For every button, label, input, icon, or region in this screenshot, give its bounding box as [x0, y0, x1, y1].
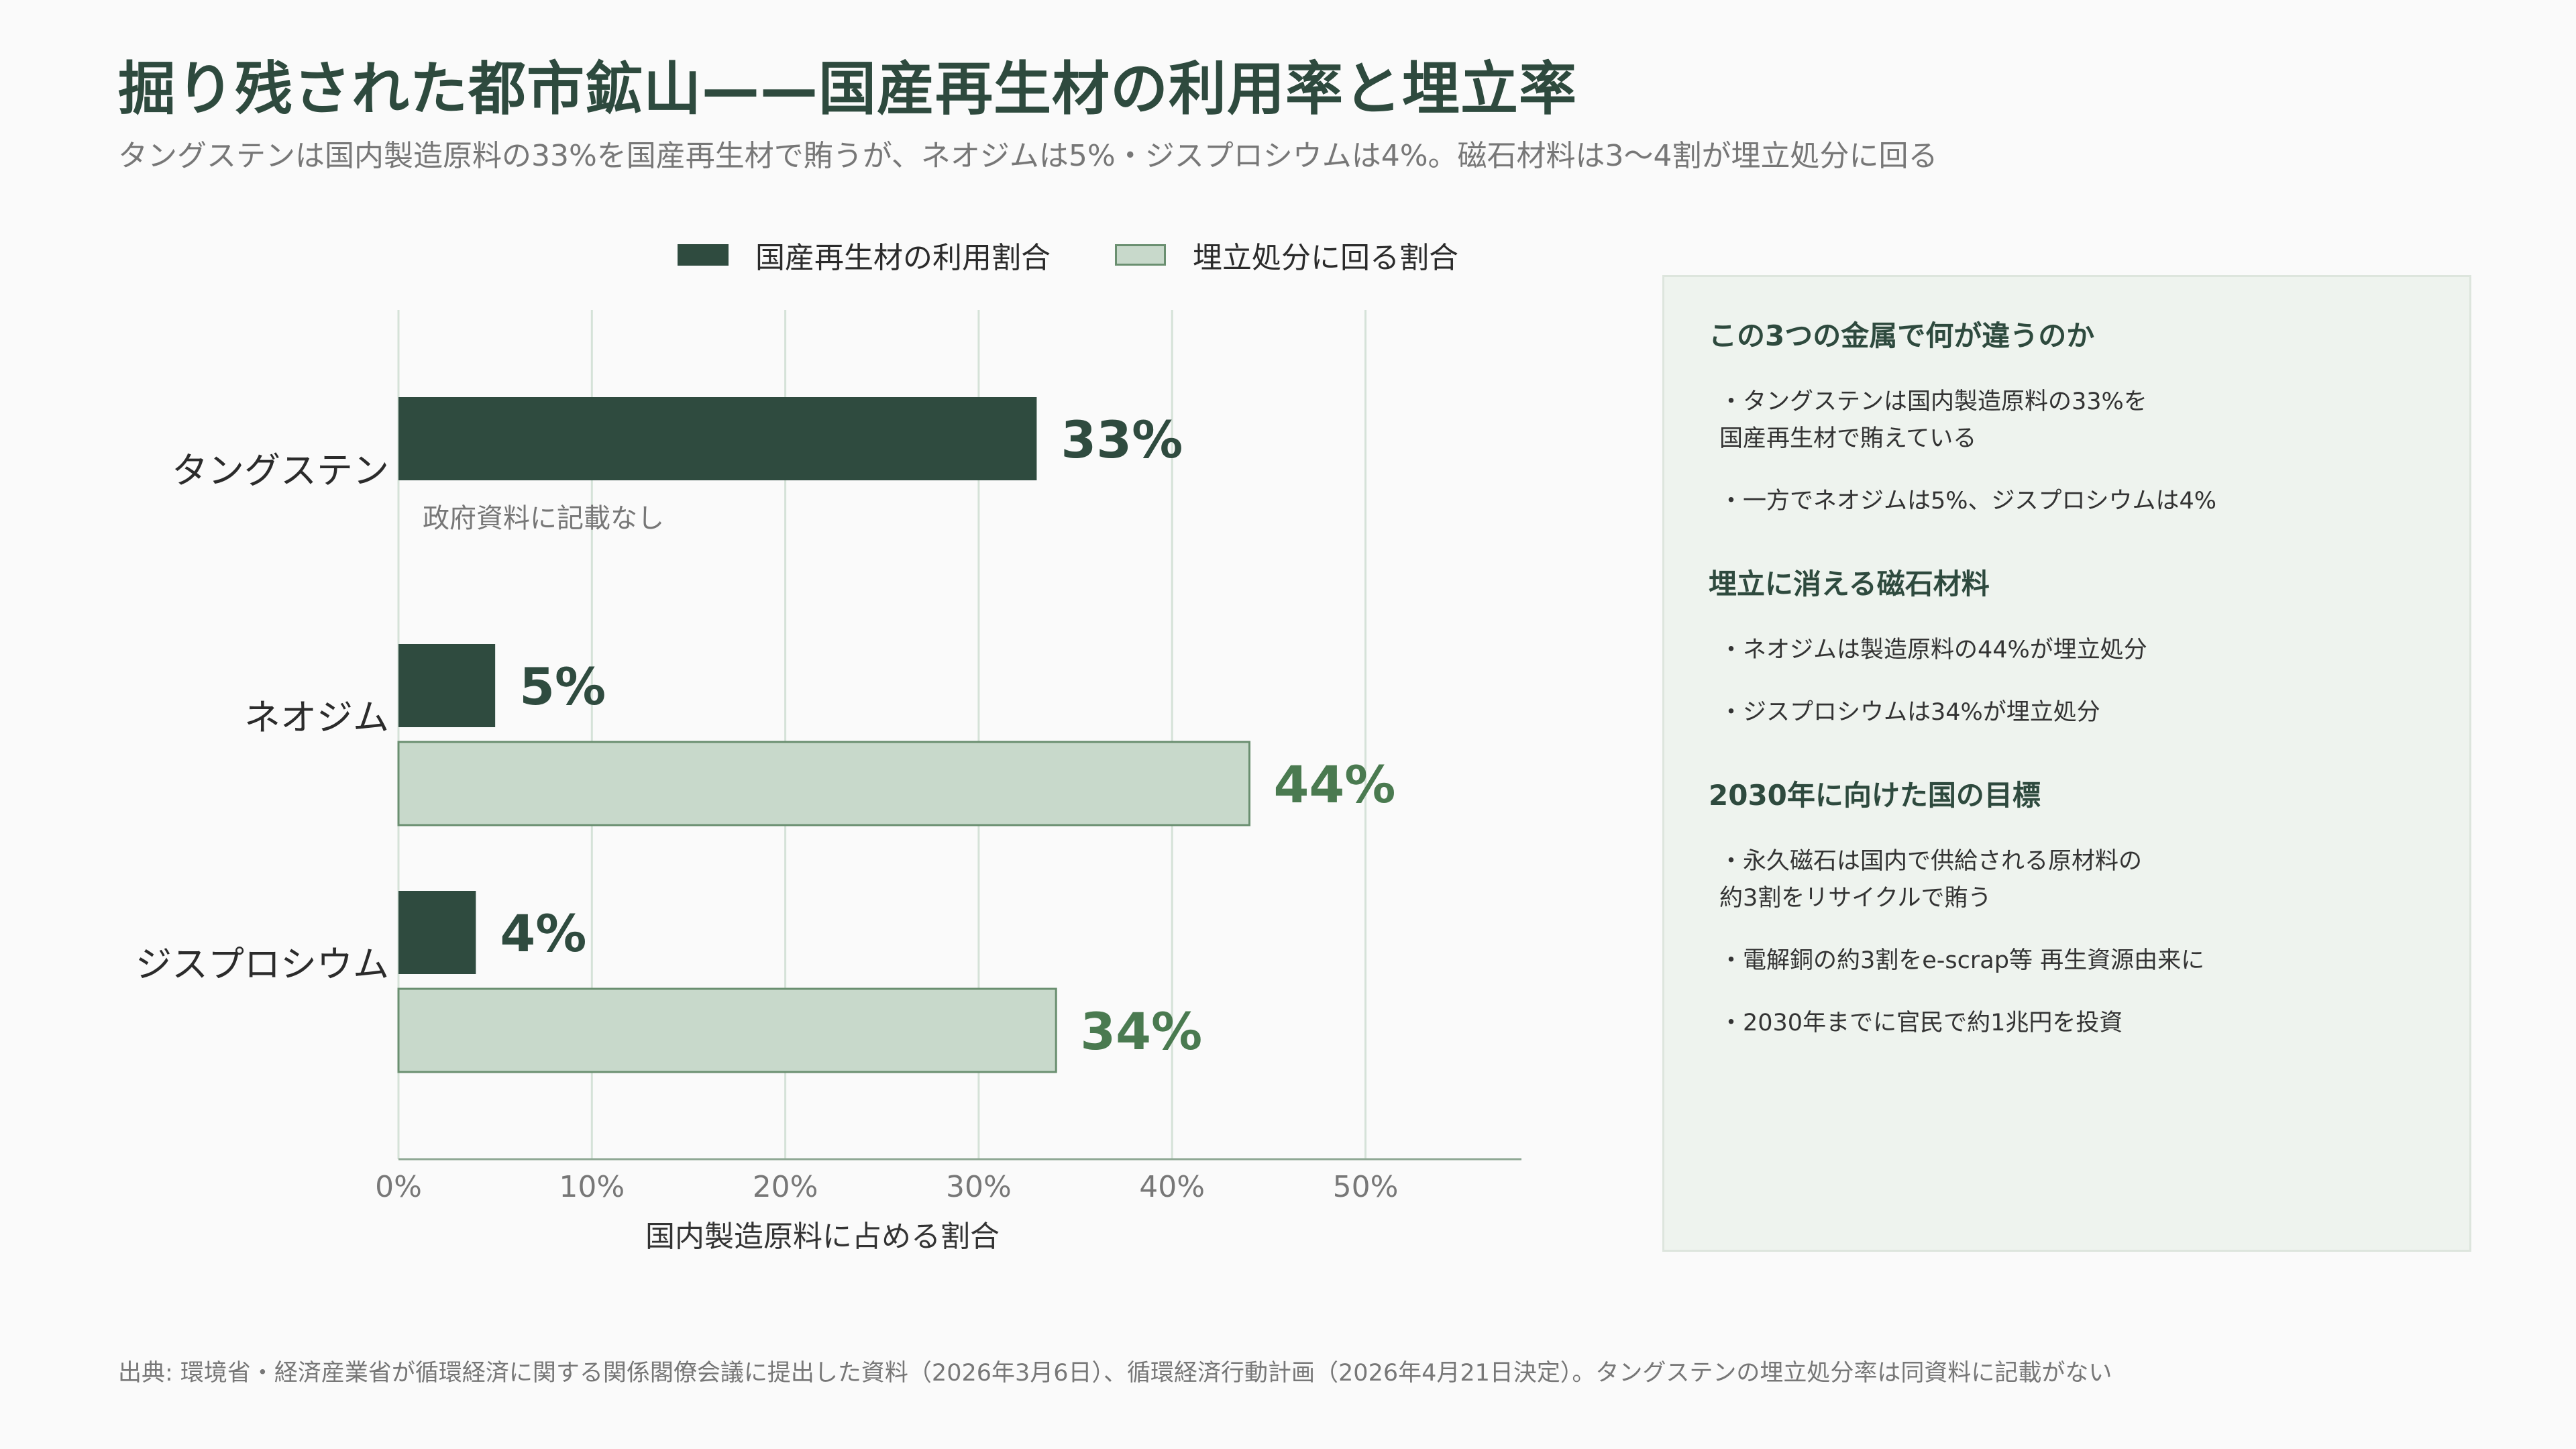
x-tick-label: 20% [753, 1170, 818, 1204]
legend-item-landfill: 埋立処分に回る割合 [1115, 233, 1458, 276]
x-tick-label: 50% [1333, 1170, 1399, 1204]
x-tick-label: 40% [1139, 1170, 1205, 1204]
x-tick-label: 10% [559, 1170, 625, 1204]
bar-recycled [398, 644, 496, 727]
panel-list: ・永久磁石は国内で供給される原材料の 約3割をリサイクルで賄う ・電解銅の約3割… [1709, 843, 2429, 1042]
page-subtitle: タングステンは国内製造原料の33%を国産再生材で賄うが、ネオジムは5%・ジスプロ… [118, 139, 1938, 173]
panel-item: ・ジスプロシウムは34%が埋立処分 [1719, 699, 2100, 726]
category-label: ネオジム [244, 696, 389, 739]
bar-chart: 0% 10% 20% 30% 40% 50% 国内製造原料に占める割合 タングステン 33% 政府… [136, 310, 1521, 1254]
panel-item: ・一方でネオジムは5%、ジスプロシウムは4% [1719, 488, 2217, 515]
data-label-recycled: 5% [519, 657, 606, 716]
panel-heading: 2030年に向けた国の目標 [1709, 779, 2041, 812]
panel-item: ・タングステンは国内製造原料の33%を 国産再生材で賄えている [1719, 388, 2147, 452]
panel-item: ・2030年までに官民で約1兆円を投資 [1719, 1010, 2123, 1036]
panel-item: ・ネオジムは製造原料の44%が埋立処分 [1719, 637, 2147, 663]
bar-recycled [398, 891, 476, 974]
legend-label-landfill: 埋立処分に回る割合 [1193, 241, 1458, 275]
category-label: ジスプロシウム [136, 943, 389, 985]
legend-label-recycled: 国産再生材の利用割合 [755, 241, 1051, 275]
x-tick-label: 0% [375, 1170, 422, 1204]
panel-section-landfill: 埋立に消える磁石材料 ・ネオジムは製造原料の44%が埋立処分 ・ジスプロシウムは… [1709, 561, 2429, 731]
data-label-landfill: 44% [1274, 755, 1396, 814]
data-label-landfill: 34% [1080, 1002, 1202, 1061]
annotation-no-data: 政府資料に記載なし [423, 503, 664, 534]
chart-legend: 国産再生材の利用割合 埋立処分に回る割合 [678, 233, 1523, 276]
chart-labels: 0% 10% 20% 30% 40% 50% 国内製造原料に占める割合 タングステン 33% 政府… [136, 410, 1398, 1254]
panel-list: ・ネオジムは製造原料の44%が埋立処分 ・ジスプロシウムは34%が埋立処分 [1709, 632, 2429, 731]
info-panel: この3つの金属で何が違うのか ・タングステンは国内製造原料の33%を 国産再生材… [1662, 275, 2471, 1252]
legend-swatch-recycled [678, 244, 729, 266]
page-title: 掘り残された都市鉱山——国産再生材の利用率と埋立率 [118, 56, 1577, 123]
source-note: 出典: 環境省・経済産業省が循環経済に関する関係閣僚会議に提出した資料（2026… [118, 1360, 2112, 1387]
data-label-recycled: 33% [1061, 410, 1183, 470]
panel-section-targets: 2030年に向けた国の目標 ・永久磁石は国内で供給される原材料の 約3割をリサイ… [1709, 773, 2429, 1042]
panel-heading: この3つの金属で何が違うのか [1709, 319, 2095, 352]
x-tick-label: 30% [946, 1170, 1012, 1204]
bar-recycled [398, 397, 1037, 480]
panel-heading: 埋立に消える磁石材料 [1709, 568, 1990, 600]
panel-list: ・タングステンは国内製造原料の33%を 国産再生材で賄えている ・一方でネオジム… [1709, 384, 2429, 520]
bar-landfill [397, 987, 1057, 1073]
data-label-recycled: 4% [500, 904, 586, 963]
bar-landfill [397, 741, 1251, 826]
x-axis-title: 国内製造原料に占める割合 [645, 1220, 1000, 1254]
legend-swatch-landfill [1115, 244, 1166, 266]
category-label: タングステン [172, 449, 389, 492]
panel-item: ・電解銅の約3割をe-scrap等 再生資源由来に [1719, 947, 2205, 974]
panel-item: ・永久磁石は国内で供給される原材料の 約3割をリサイクルで賄う [1719, 848, 2143, 912]
panel-section-differences: この3つの金属で何が違うのか ・タングステンは国内製造原料の33%を 国産再生材… [1709, 313, 2429, 520]
chart-bars [397, 397, 1251, 1073]
legend-item-recycled: 国産再生材の利用割合 [678, 233, 1051, 276]
